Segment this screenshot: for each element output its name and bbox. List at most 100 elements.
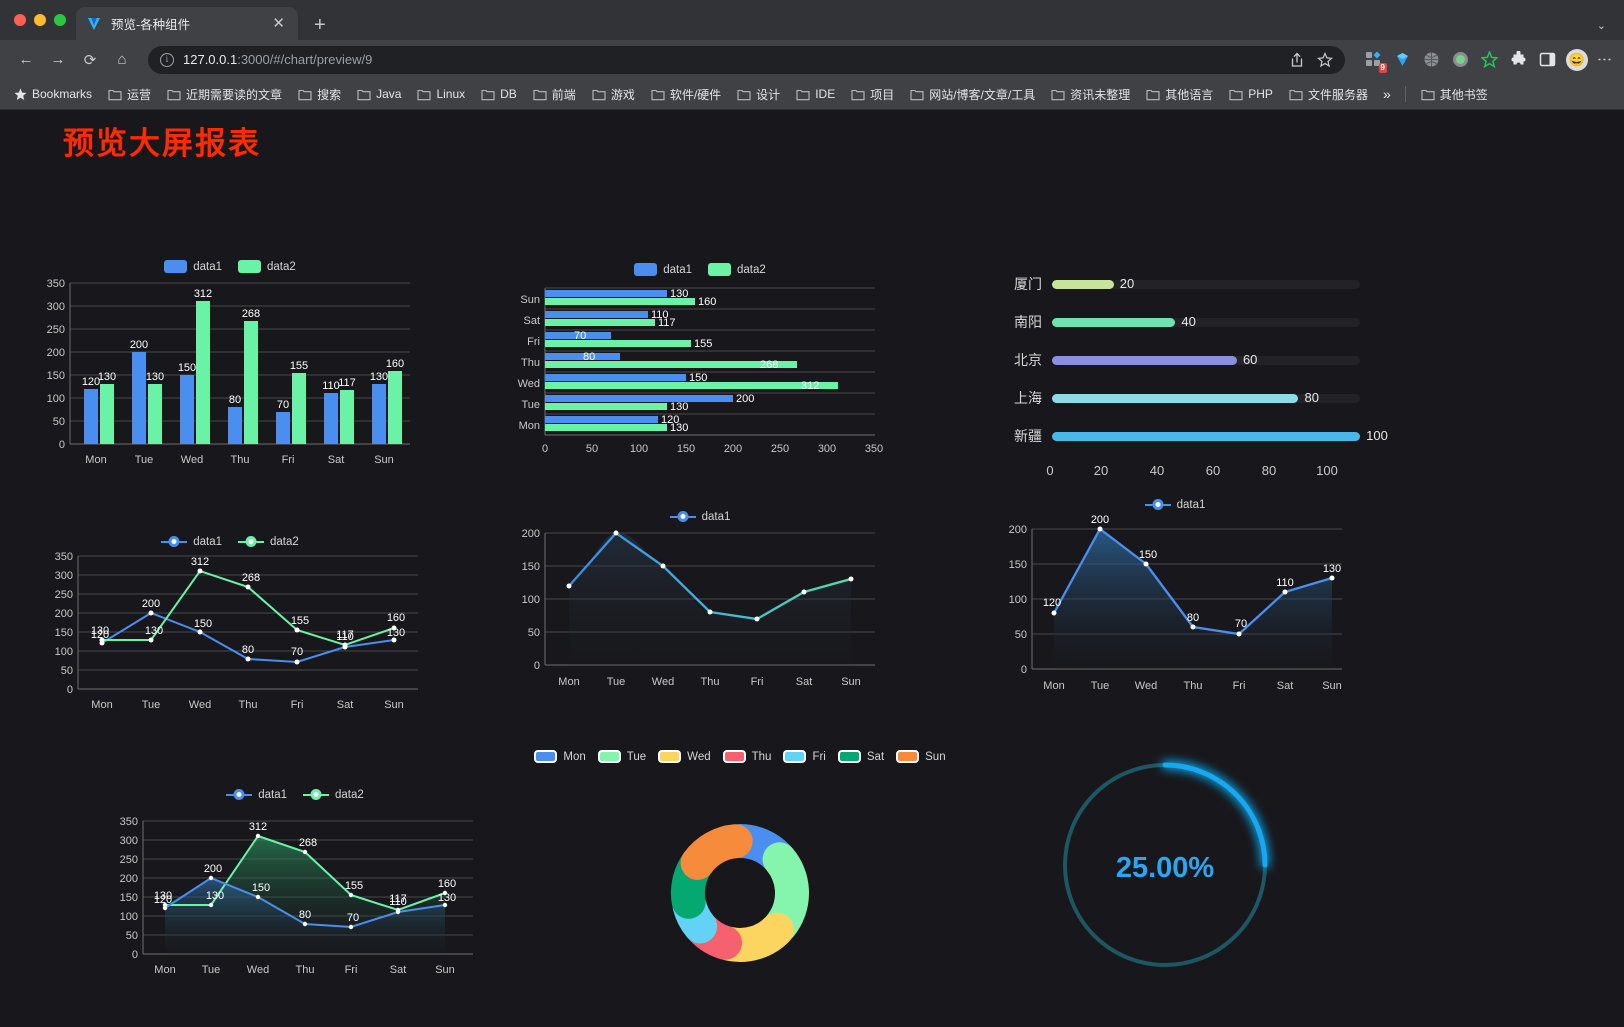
svg-text:Wed: Wed: [1135, 680, 1157, 692]
diamond-icon[interactable]: [1392, 50, 1412, 70]
legend-item-data2[interactable]: data2: [303, 788, 364, 801]
profile-avatar[interactable]: 😄: [1566, 48, 1588, 71]
svg-text:130: 130: [154, 890, 172, 902]
bookmark-star-icon[interactable]: [1317, 51, 1333, 68]
legend-item-data2[interactable]: data2: [238, 535, 299, 548]
line-dual-svg: 350 300 250 200 150 100 50 0 Mon Tue Wed Thu F…: [55, 551, 418, 711]
back-button[interactable]: ←: [18, 51, 34, 68]
site-info-icon[interactable]: i: [160, 52, 174, 67]
svg-text:100: 100: [1316, 463, 1338, 478]
close-window-button[interactable]: [14, 14, 26, 26]
browser-menu-button[interactable]: ⋮: [1596, 52, 1613, 67]
svg-text:Fri: Fri: [291, 699, 304, 711]
svg-text:Mon: Mon: [519, 420, 540, 432]
bookmark-folder[interactable]: 资讯未整理: [1045, 83, 1136, 106]
legend-item-data2[interactable]: data2: [708, 263, 766, 276]
svg-text:268: 268: [299, 837, 317, 849]
bookmarks-overflow-button[interactable]: »: [1382, 86, 1391, 102]
svg-text:70: 70: [347, 912, 359, 924]
browser-tab[interactable]: 预览-各种组件 ✕: [76, 7, 298, 40]
svg-text:Sun: Sun: [435, 964, 455, 976]
legend-item-sun[interactable]: Sun: [896, 750, 946, 763]
bookmarks-manager-item[interactable]: Bookmarks: [8, 84, 98, 104]
globe-grid-icon[interactable]: [1421, 50, 1441, 70]
legend-item-data1[interactable]: data1: [164, 260, 222, 273]
close-tab-button[interactable]: ✕: [272, 15, 285, 32]
omnibox-actions: [1289, 51, 1333, 68]
bookmark-label: 游戏: [610, 87, 635, 102]
new-tab-button[interactable]: +: [314, 14, 326, 36]
extensions-grid-icon[interactable]: 9: [1363, 50, 1387, 73]
svg-text:Tue: Tue: [142, 699, 161, 711]
folder-icon: [1051, 89, 1065, 100]
reload-button[interactable]: ⟳: [83, 51, 97, 69]
svg-text:80: 80: [1262, 463, 1276, 478]
svg-text:130: 130: [98, 371, 116, 383]
svg-text:200: 200: [1091, 514, 1109, 526]
bookmark-label: 近期需要读的文章: [186, 87, 283, 102]
progress-label: 新疆: [1014, 428, 1042, 444]
svg-text:350: 350: [47, 278, 65, 290]
legend-item-sat[interactable]: Sat: [837, 750, 885, 763]
svg-text:Sat: Sat: [796, 676, 813, 688]
svg-text:200: 200: [120, 873, 138, 885]
svg-text:160: 160: [386, 358, 404, 370]
legend-item-data1[interactable]: data1: [226, 788, 287, 801]
forward-button[interactable]: →: [50, 51, 66, 68]
progress-row: 北京 60: [1000, 341, 1360, 379]
svg-text:130: 130: [91, 625, 109, 637]
svg-text:0: 0: [534, 660, 540, 672]
legend-item-data1[interactable]: data1: [669, 510, 730, 523]
svg-text:0: 0: [59, 439, 65, 451]
progress-label: 厦门: [1014, 276, 1042, 292]
bookmark-folder[interactable]: DB: [475, 84, 523, 104]
maximize-window-button[interactable]: [54, 14, 66, 26]
legend-item-data1[interactable]: data1: [634, 263, 692, 276]
legend-item-tue[interactable]: Tue: [597, 750, 646, 763]
bookmark-folder[interactable]: 游戏: [586, 83, 641, 106]
svg-text:20: 20: [1094, 463, 1108, 478]
bookmark-folder[interactable]: 运营: [102, 83, 157, 106]
share-icon[interactable]: [1289, 52, 1305, 68]
bookmark-folder[interactable]: 项目: [845, 83, 900, 106]
svg-text:160: 160: [438, 878, 456, 890]
bookmark-folder[interactable]: 网站/博客/文章/工具: [904, 83, 1041, 106]
bookmark-folder[interactable]: Java: [351, 84, 407, 104]
bookmark-folder[interactable]: 文件服务器: [1283, 83, 1374, 106]
address-bar[interactable]: i 127.0.0.1:3000/#/chart/preview/9: [148, 45, 1345, 74]
chart-line-dual: data1 data2: [30, 535, 430, 733]
puzzle-icon[interactable]: [1508, 50, 1528, 70]
bookmark-folder[interactable]: IDE: [790, 84, 841, 104]
legend-item-data2[interactable]: data2: [238, 260, 296, 273]
bookmark-folder[interactable]: PHP: [1223, 84, 1279, 104]
legend-item-data1[interactable]: data1: [161, 535, 222, 548]
legend-item-fri[interactable]: Fri: [783, 750, 826, 763]
other-bookmarks-folder[interactable]: 其他书签: [1415, 83, 1494, 106]
bookmark-folder[interactable]: 软件/硬件: [645, 83, 727, 106]
bookmark-folder[interactable]: 搜索: [292, 83, 347, 106]
url-path: :3000/#/chart/preview/9: [237, 52, 373, 67]
bookmark-folder[interactable]: 前端: [527, 83, 582, 106]
circle-green-icon[interactable]: [1450, 50, 1470, 70]
legend-item-wed[interactable]: Wed: [658, 750, 711, 763]
minimize-window-button[interactable]: [34, 14, 46, 26]
svg-text:70: 70: [277, 399, 289, 411]
legend-area-dual: data1 data2: [95, 788, 495, 801]
legend-item-thu[interactable]: Thu: [722, 750, 771, 763]
home-button[interactable]: ⌂: [117, 51, 127, 68]
bookmark-folder[interactable]: 设计: [731, 83, 786, 106]
tab-list-caret-icon[interactable]: ⌄: [1596, 20, 1606, 32]
folder-icon: [851, 89, 865, 100]
svg-text:Sat: Sat: [328, 454, 345, 466]
bookmark-label: 项目: [870, 87, 895, 102]
bookmark-folder[interactable]: 其他语言: [1140, 83, 1219, 106]
legend-item-mon[interactable]: Mon: [534, 750, 586, 763]
bookmark-folder[interactable]: Linux: [411, 84, 471, 104]
svg-text:250: 250: [55, 589, 73, 601]
legend-label-sat: Sat: [866, 750, 885, 763]
chart-area-single: data1 20: [990, 498, 1360, 706]
star-green-icon[interactable]: [1479, 50, 1499, 70]
bookmark-folder[interactable]: 近期需要读的文章: [161, 83, 288, 106]
side-panel-icon[interactable]: [1537, 50, 1557, 70]
legend-item-data1[interactable]: data1: [1144, 498, 1205, 511]
